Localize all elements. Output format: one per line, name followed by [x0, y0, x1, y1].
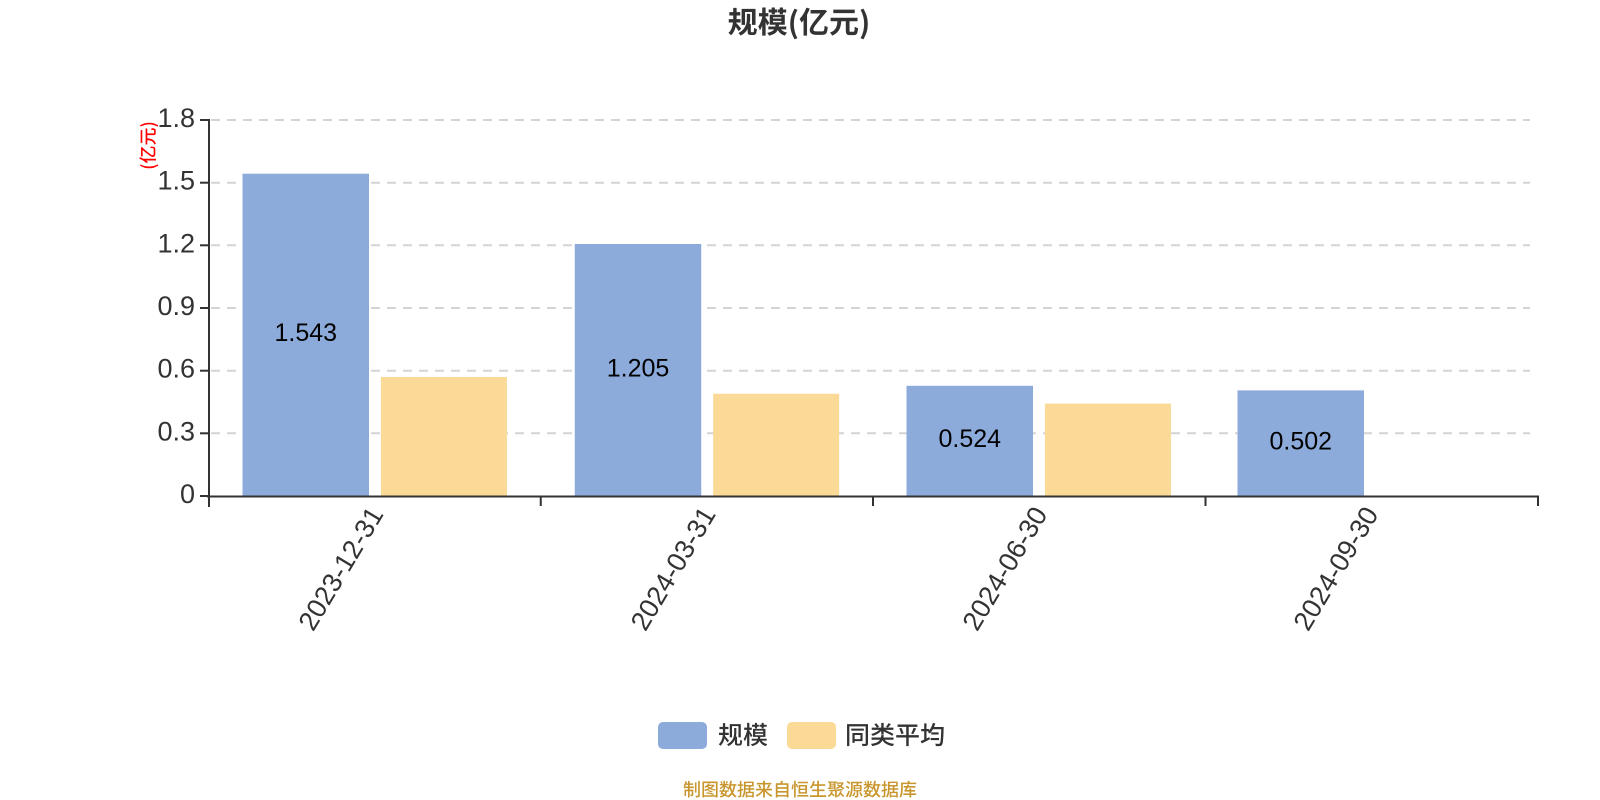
- svg-text:0.524: 0.524: [938, 425, 1001, 453]
- svg-text:0.502: 0.502: [1269, 428, 1332, 456]
- svg-text:0.6: 0.6: [157, 354, 195, 384]
- svg-text:1.2: 1.2: [157, 228, 195, 258]
- svg-text:1.5: 1.5: [157, 166, 195, 196]
- svg-text:0: 0: [180, 479, 195, 509]
- svg-text:0.9: 0.9: [157, 291, 195, 321]
- svg-text:1.205: 1.205: [607, 355, 670, 383]
- svg-text:0.3: 0.3: [157, 416, 195, 446]
- svg-text:1.543: 1.543: [274, 319, 337, 347]
- svg-text:1.8: 1.8: [157, 103, 195, 133]
